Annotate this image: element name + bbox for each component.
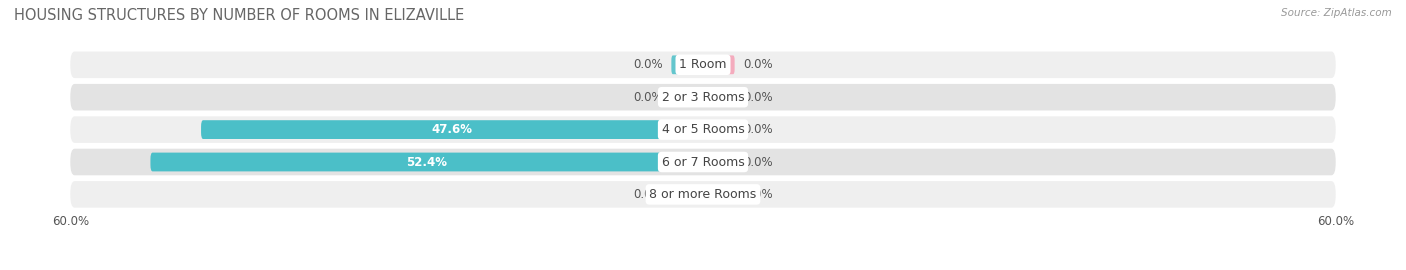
FancyBboxPatch shape	[672, 88, 703, 107]
FancyBboxPatch shape	[70, 116, 1336, 143]
Text: 6 or 7 Rooms: 6 or 7 Rooms	[662, 156, 744, 168]
Text: 0.0%: 0.0%	[744, 123, 773, 136]
Text: 0.0%: 0.0%	[633, 188, 664, 201]
Text: 52.4%: 52.4%	[406, 156, 447, 168]
Text: 2 or 3 Rooms: 2 or 3 Rooms	[662, 91, 744, 104]
FancyBboxPatch shape	[703, 120, 734, 139]
FancyBboxPatch shape	[70, 84, 1336, 110]
Text: 4 or 5 Rooms: 4 or 5 Rooms	[662, 123, 744, 136]
Text: 0.0%: 0.0%	[633, 58, 664, 71]
FancyBboxPatch shape	[150, 153, 703, 171]
Text: 0.0%: 0.0%	[744, 156, 773, 168]
Text: 0.0%: 0.0%	[744, 188, 773, 201]
FancyBboxPatch shape	[703, 153, 734, 171]
FancyBboxPatch shape	[70, 52, 1336, 78]
Text: Source: ZipAtlas.com: Source: ZipAtlas.com	[1281, 8, 1392, 18]
FancyBboxPatch shape	[672, 55, 703, 74]
FancyBboxPatch shape	[201, 120, 703, 139]
Text: 47.6%: 47.6%	[432, 123, 472, 136]
FancyBboxPatch shape	[70, 149, 1336, 175]
Text: 0.0%: 0.0%	[744, 91, 773, 104]
FancyBboxPatch shape	[703, 55, 734, 74]
Text: 0.0%: 0.0%	[744, 58, 773, 71]
FancyBboxPatch shape	[703, 185, 734, 204]
FancyBboxPatch shape	[703, 88, 734, 107]
Text: 1 Room: 1 Room	[679, 58, 727, 71]
Text: 8 or more Rooms: 8 or more Rooms	[650, 188, 756, 201]
FancyBboxPatch shape	[70, 181, 1336, 208]
Text: HOUSING STRUCTURES BY NUMBER OF ROOMS IN ELIZAVILLE: HOUSING STRUCTURES BY NUMBER OF ROOMS IN…	[14, 8, 464, 23]
FancyBboxPatch shape	[672, 185, 703, 204]
Text: 0.0%: 0.0%	[633, 91, 664, 104]
